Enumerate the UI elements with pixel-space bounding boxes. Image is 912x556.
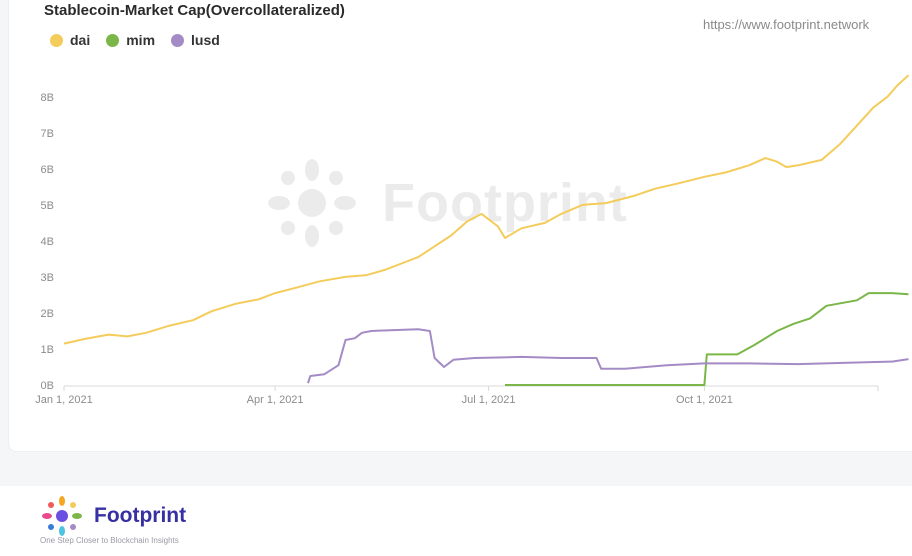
legend-item-dai[interactable]: dai	[50, 32, 90, 48]
footprint-watermark-logo-icon	[268, 159, 356, 247]
legend-label-mim: mim	[126, 32, 156, 48]
chart-title: Stablecoin-Market Cap(Overcollateralized…	[44, 2, 345, 19]
footer-brand[interactable]: Footprint	[40, 496, 186, 536]
footer-tagline: One Step Closer to Blockchain Insights	[40, 536, 179, 545]
y-tick-label: 8B	[41, 92, 54, 104]
y-tick-label: 1B	[41, 344, 54, 356]
legend-label-dai: dai	[70, 32, 91, 48]
y-tick-label: 5B	[41, 200, 54, 212]
chart-card	[8, 0, 912, 452]
legend-item-lusd[interactable]: lusd	[171, 32, 220, 48]
footer-brand-name: Footprint	[94, 504, 187, 527]
source-url[interactable]: https://www.footprint.network	[703, 17, 870, 32]
y-tick-label: 6B	[41, 164, 54, 176]
legend-dot-dai	[50, 33, 63, 47]
footprint-watermark: Footprint	[262, 158, 628, 248]
footprint-logo-icon	[42, 496, 82, 536]
y-tick-label: 7B	[41, 128, 54, 140]
y-tick-label: 4B	[41, 236, 54, 248]
watermark-text: Footprint	[382, 173, 628, 233]
y-tick-label: 0B	[41, 380, 54, 392]
legend-item-mim[interactable]: mim	[106, 32, 155, 48]
legend-label-lusd: lusd	[191, 32, 220, 48]
x-tick-label: Jul 1, 2021	[462, 394, 516, 406]
legend-dot-lusd	[171, 33, 185, 47]
line-chart: 0B 1B 2B 3B 4B 5B 6B 7B 8B Jan 1, 2021 Apr 1, 202…	[35, 74, 910, 406]
x-tick-label: Oct 1, 2021	[676, 394, 733, 406]
x-tick-label: Jan 1, 2021	[35, 394, 93, 406]
series-line-mim[interactable]	[505, 292, 909, 386]
footer: Footprint One Step Closer to Blockchain …	[0, 486, 912, 556]
chart-legend: dai mim lusd	[50, 32, 236, 48]
legend-dot-mim	[106, 33, 120, 47]
x-tick-label: Apr 1, 2021	[247, 394, 304, 406]
y-tick-label: 2B	[41, 308, 54, 320]
x-axis: Jan 1, 2021 Apr 1, 2021 Jul 1, 2021 Oct 1, …	[35, 385, 879, 406]
y-tick-label: 3B	[41, 272, 54, 284]
series-line-dai[interactable]	[63, 74, 910, 345]
series-line-lusd[interactable]	[307, 328, 909, 384]
y-axis: 0B 1B 2B 3B 4B 5B 6B 7B 8B	[41, 92, 54, 392]
series-layer	[63, 74, 910, 386]
